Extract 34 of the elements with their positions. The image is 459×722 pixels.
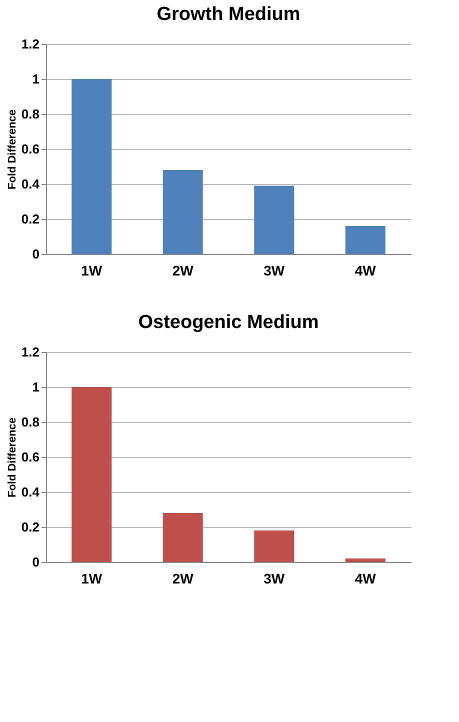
x-tick-label: 1W — [81, 570, 103, 586]
bar — [162, 513, 203, 562]
bar — [254, 530, 294, 562]
y-axis-title: Fold Difference — [6, 417, 18, 498]
y-axis-title: Fold Difference — [6, 109, 18, 190]
x-tick-label: 4W — [354, 570, 377, 586]
x-tick-label: 2W — [172, 570, 194, 586]
y-tick-label: 0.8 — [21, 106, 40, 122]
y-tick-label: 1 — [32, 72, 40, 86]
x-tick-label: 3W — [264, 262, 286, 278]
y-tick-label: 0 — [32, 246, 40, 262]
bar — [345, 226, 386, 254]
x-tick-label: 1W — [81, 262, 103, 278]
bar — [72, 387, 112, 562]
y-tick-label: 0.8 — [21, 414, 40, 430]
bar — [162, 170, 203, 254]
chart-title: Growth Medium — [156, 4, 300, 25]
y-tick-label: 0 — [32, 554, 40, 570]
y-tick-label: 0.4 — [21, 176, 40, 192]
x-tick-label: 3W — [264, 570, 286, 586]
y-tick-label: 1 — [32, 380, 40, 394]
x-tick-label: 4W — [354, 262, 377, 278]
y-tick-label: 0.4 — [21, 484, 40, 500]
bar — [345, 558, 386, 562]
y-tick-label: 0.6 — [21, 450, 40, 464]
chart-title: Osteogenic Medium — [138, 312, 319, 333]
y-tick-label: 1.2 — [21, 344, 40, 360]
bar — [254, 186, 294, 254]
bar — [72, 79, 112, 254]
y-tick-label: 1.2 — [21, 36, 40, 52]
y-tick-label: 0.2 — [21, 212, 40, 226]
y-tick-label: 0.2 — [21, 520, 40, 534]
x-tick-label: 2W — [172, 262, 194, 278]
y-tick-label: 0.6 — [21, 142, 40, 156]
